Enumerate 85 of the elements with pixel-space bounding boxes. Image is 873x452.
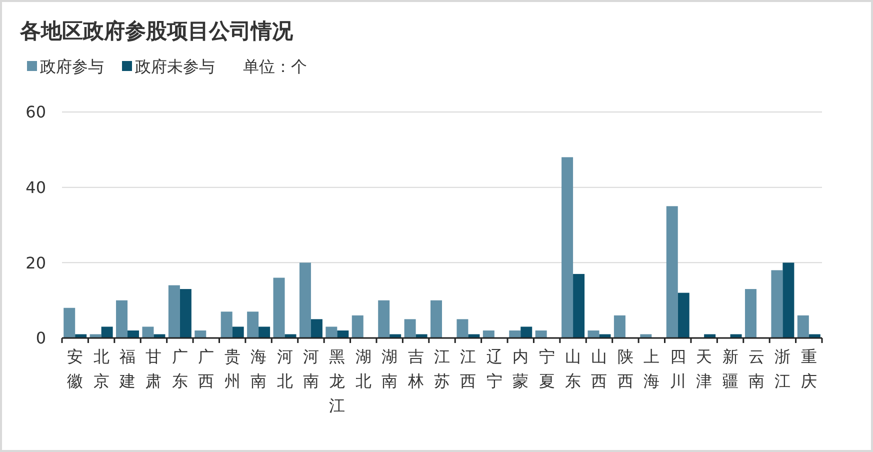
x-tick-label: 天津 — [696, 347, 712, 390]
x-tick-label: 江苏 — [434, 347, 450, 390]
x-tick-label: 辽宁 — [486, 347, 502, 390]
x-tick-label: 黑龙江 — [329, 347, 346, 415]
x-tick-label: 云南 — [748, 347, 764, 390]
bar — [797, 315, 809, 338]
bar — [640, 334, 652, 338]
x-tick-label: 上海 — [644, 347, 660, 390]
bar — [678, 292, 690, 338]
x-tick-label: 湖南 — [382, 347, 398, 390]
bar — [232, 326, 244, 338]
x-tick-label: 山东 — [565, 347, 582, 390]
bar — [180, 289, 192, 338]
bar — [535, 330, 547, 338]
bar — [101, 326, 113, 338]
bar — [588, 330, 600, 338]
y-tick-label: 60 — [26, 102, 46, 122]
x-tick-label: 甘肃 — [146, 347, 162, 390]
x-tick-label: 福建 — [118, 347, 136, 390]
x-tick-label: 河北 — [276, 347, 293, 390]
bar — [808, 334, 820, 338]
bar — [247, 312, 259, 338]
x-tick-label: 河南 — [302, 347, 319, 390]
bar — [771, 270, 783, 338]
chart-title: 各地区政府参股项目公司情况 — [19, 19, 294, 43]
bar — [90, 334, 102, 338]
bar — [390, 334, 402, 338]
bar — [599, 334, 611, 338]
bar — [482, 330, 494, 338]
x-tick-label: 陕西 — [617, 347, 634, 390]
bar — [456, 319, 468, 338]
x-tick-label: 浙江 — [774, 347, 791, 390]
x-tick-label: 广东 — [172, 347, 188, 390]
y-tick-label: 40 — [26, 178, 46, 197]
bar — [64, 308, 76, 338]
bar — [744, 289, 756, 338]
legend-label: 政府参与 — [40, 57, 104, 76]
x-tick-label: 重庆 — [800, 347, 817, 390]
x-tick-label: 山西 — [591, 347, 608, 390]
bar — [404, 319, 416, 338]
bar — [142, 326, 154, 338]
bar — [352, 315, 364, 338]
bar — [416, 334, 428, 338]
x-tick-label: 新疆 — [722, 347, 738, 390]
legend-label: 政府未参与 — [135, 57, 215, 76]
x-tick-label: 贵州 — [224, 347, 240, 390]
bar — [730, 334, 742, 338]
y-tick-label: 20 — [26, 253, 46, 272]
bar — [220, 312, 232, 338]
bar — [468, 334, 480, 338]
x-tick-label: 北京 — [93, 347, 110, 390]
bar — [520, 326, 532, 338]
bar — [573, 274, 585, 338]
x-tick-label: 内蒙 — [512, 347, 529, 390]
x-tick-label: 湖北 — [355, 347, 372, 390]
bar — [128, 330, 140, 338]
bar — [154, 334, 166, 338]
x-tick-label: 江西 — [460, 347, 476, 390]
bar — [562, 157, 574, 338]
bar — [299, 262, 311, 338]
text: 单位：个 — [243, 57, 307, 76]
bar — [310, 319, 322, 338]
bar — [258, 326, 270, 338]
bar — [430, 300, 442, 338]
bar — [666, 206, 678, 338]
bar — [337, 330, 349, 338]
bar — [614, 315, 626, 338]
bar — [509, 330, 521, 338]
bar — [704, 334, 716, 338]
x-tick-label: 四川 — [670, 347, 686, 390]
x-tick-label: 宁夏 — [538, 347, 555, 390]
bar — [168, 285, 180, 338]
x-tick-label: 安徽 — [67, 347, 84, 390]
bar — [273, 278, 285, 338]
bar — [326, 326, 338, 338]
bar — [116, 300, 128, 338]
bar — [284, 334, 296, 338]
bar — [75, 334, 87, 338]
bar — [194, 330, 206, 338]
x-tick-label: 吉林 — [406, 347, 424, 390]
x-tick-label: 广西 — [198, 347, 214, 390]
bar — [378, 300, 390, 338]
x-tick-label: 海南 — [250, 347, 267, 390]
bar — [782, 262, 794, 338]
y-tick-label: 0 — [36, 328, 46, 348]
